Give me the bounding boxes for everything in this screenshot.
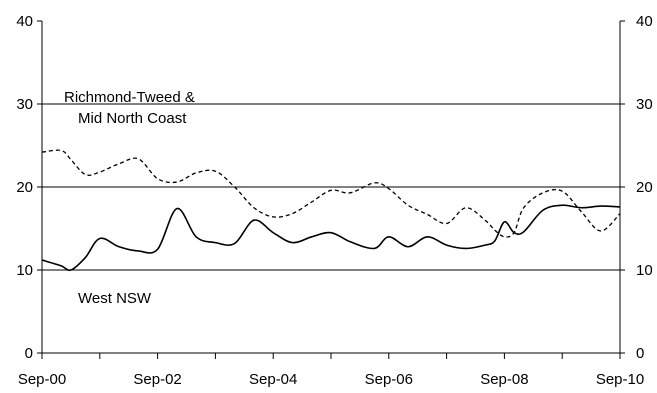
left-tick-label: 0	[25, 345, 33, 362]
left-tick-label: 20	[16, 179, 33, 196]
x-tick-label: Sep-04	[249, 371, 297, 388]
x-tick-label: Sep-00	[18, 371, 66, 388]
right-tick-label: 20	[636, 179, 653, 196]
left-axis-ticks: 0 10 20 30 40	[16, 13, 42, 362]
right-tick-label: 10	[636, 262, 653, 279]
annotation-richmond-line2: Mid North Coast	[78, 110, 187, 127]
x-tick-label: Sep-10	[596, 371, 644, 388]
x-tick-label: Sep-08	[480, 371, 528, 388]
annotation-richmond-line1: Richmond-Tweed &	[64, 89, 195, 106]
right-tick-label: 40	[636, 13, 653, 30]
x-tick-label: Sep-02	[133, 371, 181, 388]
right-tick-label: 30	[636, 96, 653, 113]
x-axis-ticks: Sep-00 Sep-02 Sep-04 Sep-06 Sep-08 Sep-10	[18, 353, 644, 388]
right-tick-label: 0	[636, 345, 644, 362]
gridlines	[42, 103, 620, 271]
left-tick-label: 10	[16, 262, 33, 279]
series-layer	[41, 149, 621, 272]
annotation-west-nsw: West NSW	[78, 290, 152, 307]
left-tick-label: 40	[16, 13, 33, 30]
series-line-richmond-tweed	[41, 149, 621, 238]
left-tick-label: 30	[16, 96, 33, 113]
x-tick-label: Sep-06	[365, 371, 413, 388]
series-line-west-nsw	[41, 204, 621, 272]
right-axis-ticks: 0 10 20 30 40	[620, 13, 653, 362]
